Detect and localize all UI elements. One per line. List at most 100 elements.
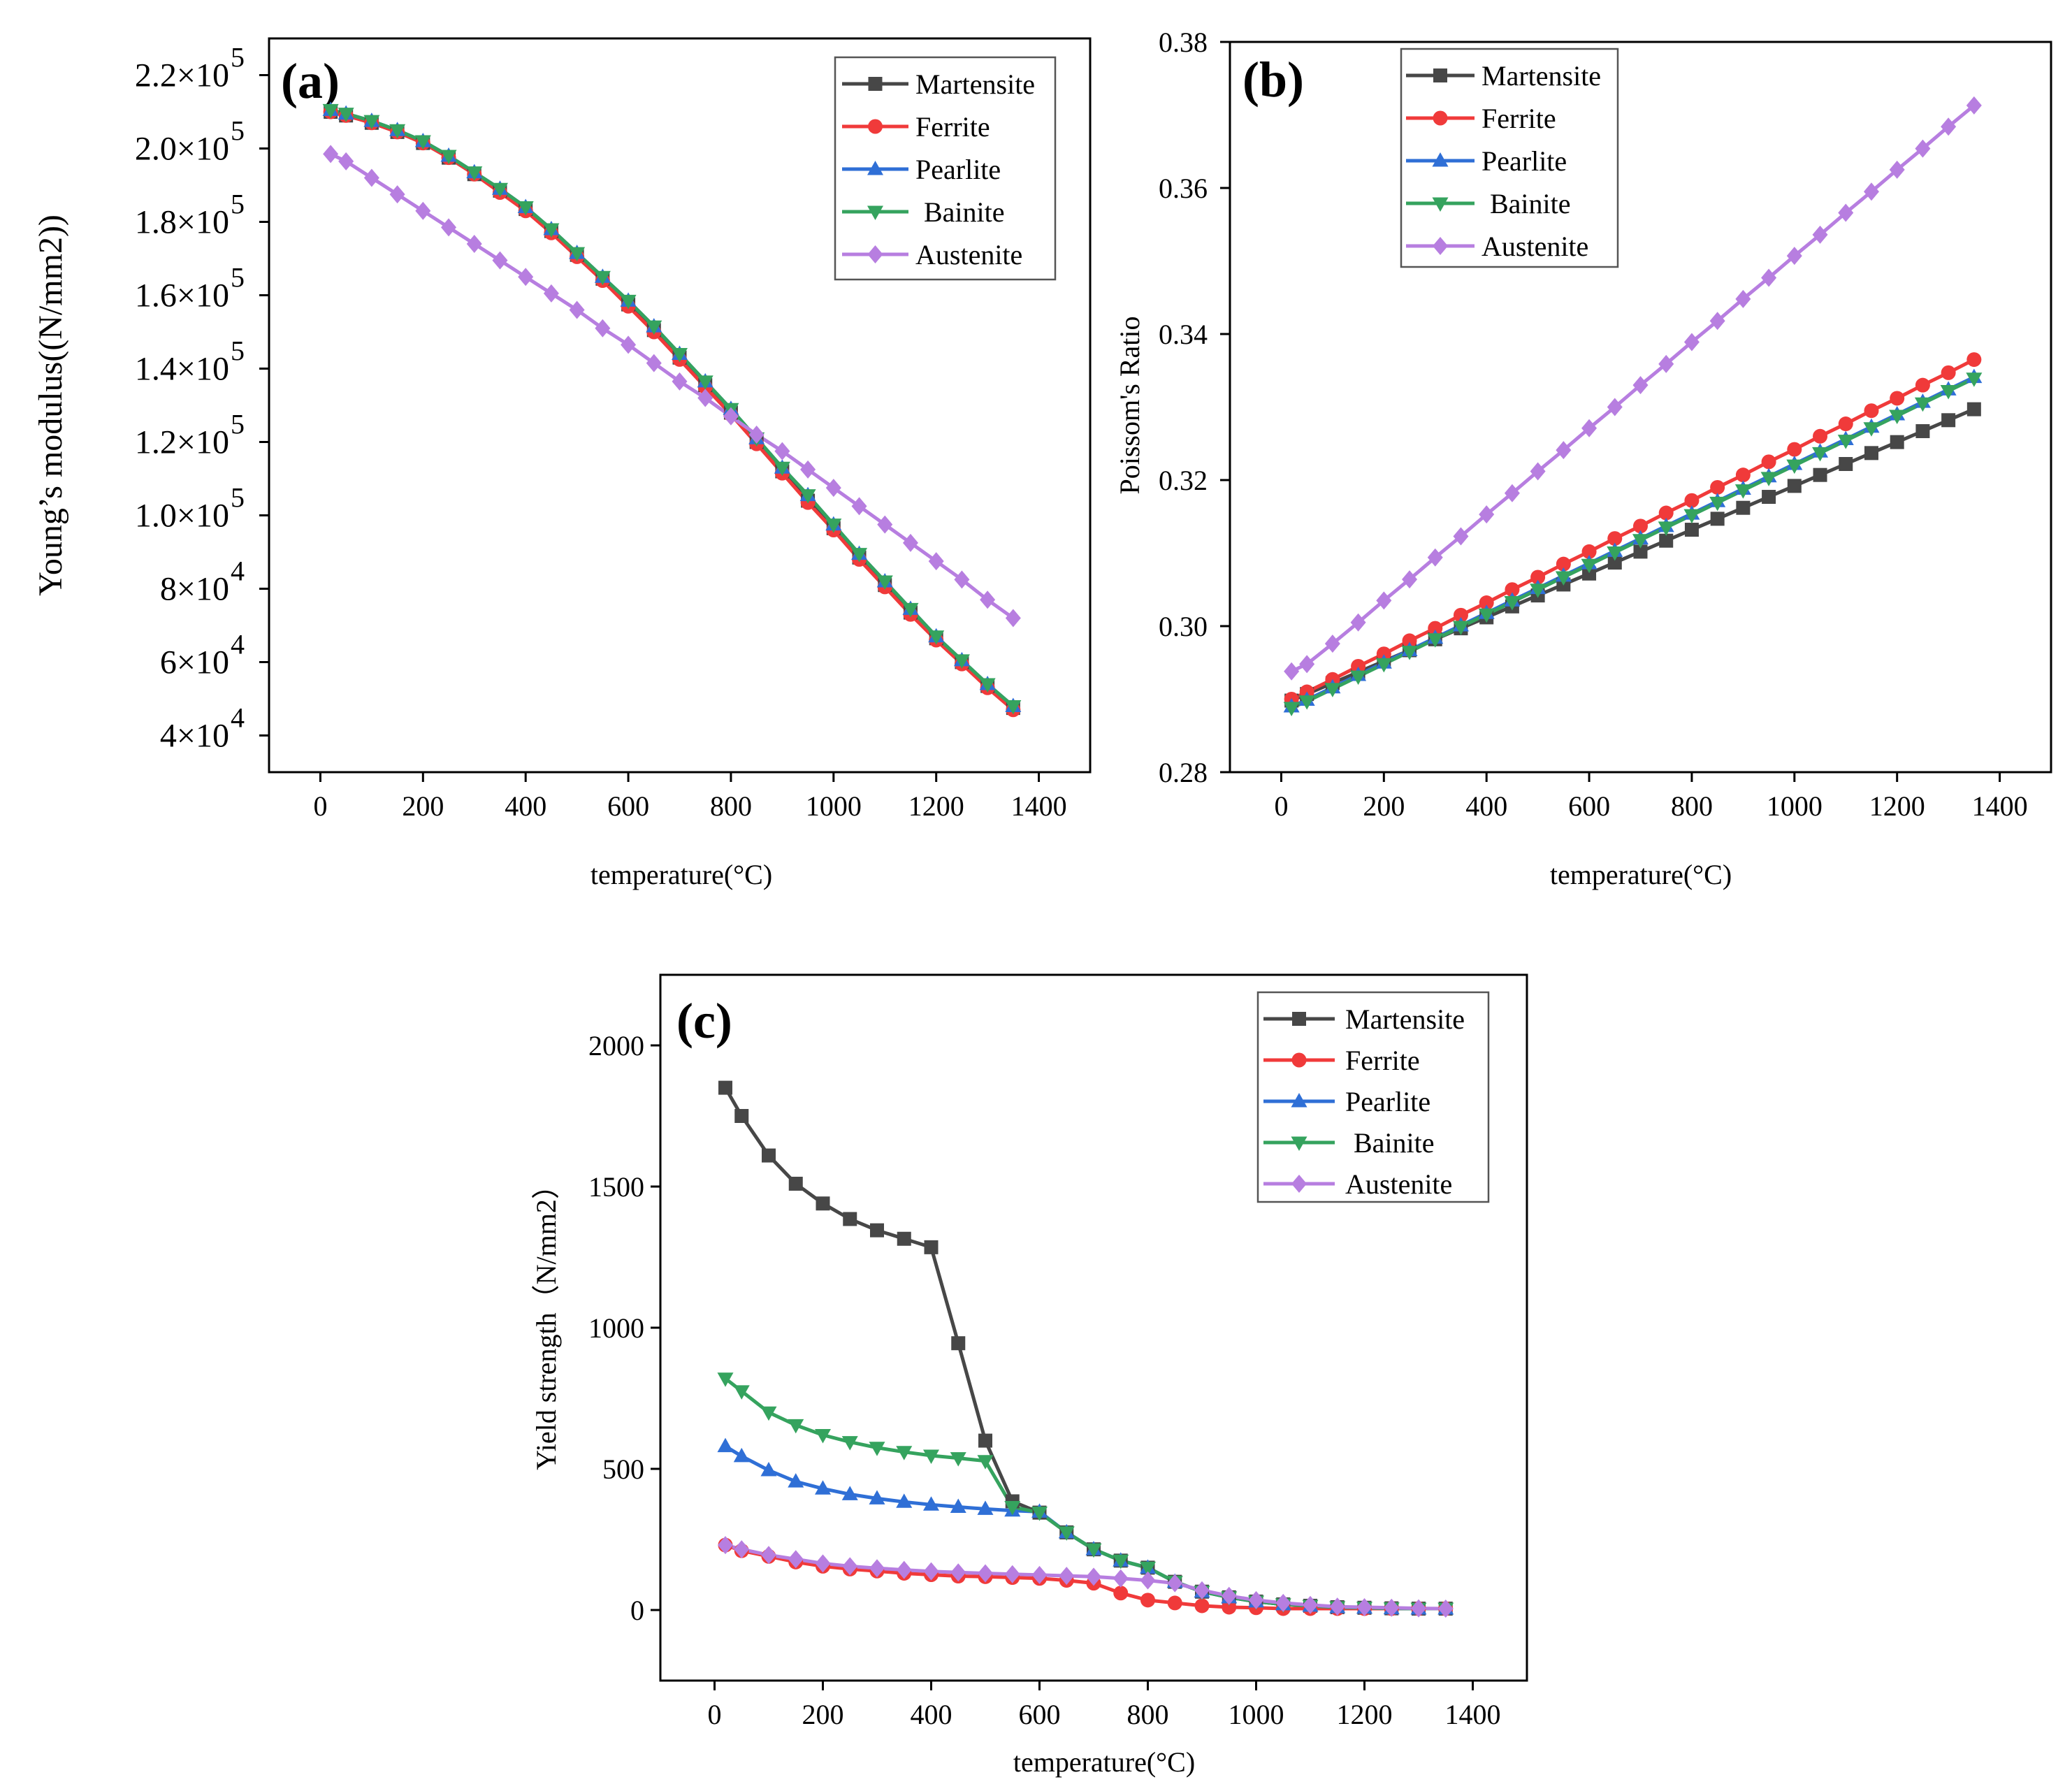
panel-c-point-austenite — [1221, 1586, 1237, 1605]
panel-a-series-line-austenite — [330, 152, 1015, 620]
panel-a-series-line-bainite — [330, 108, 1015, 708]
panel-a-x-tick-label: 800 — [710, 790, 752, 822]
panel-b-point-ferrite — [1838, 416, 1853, 432]
panel-c-point-martensite — [870, 1223, 884, 1238]
panel-b-point-ferrite — [1376, 646, 1391, 662]
panel-c-point-austenite — [1086, 1567, 1101, 1586]
panel-b-point-bainite — [1530, 583, 1546, 598]
panel-a-x-tick-label: 600 — [607, 790, 649, 822]
panel-b-legend-marker-ferrite — [1433, 110, 1448, 126]
panel-a-y-tick-label: 1.0×10 — [135, 498, 229, 535]
panel-c-point-austenite — [1303, 1595, 1318, 1614]
panel-b-point-austenite — [1709, 312, 1725, 331]
panel-c-point-pearlite — [869, 1490, 885, 1504]
panel-b-point-bainite — [1734, 484, 1751, 499]
panel-a-series — [322, 101, 1022, 718]
panel-a-point-austenite — [323, 145, 339, 164]
panel-b-point-ferrite — [1658, 505, 1674, 521]
panel-c-x-tick-label: 800 — [1127, 1699, 1169, 1730]
panel-b-point-bainite — [1401, 646, 1418, 660]
panel-b-point-bainite — [1863, 422, 1880, 437]
panel-c-x-tick-label: 0 — [708, 1699, 722, 1730]
panel-c-point-austenite — [761, 1546, 776, 1565]
panel-c-point-austenite — [896, 1560, 912, 1579]
panel-b-y-axis-title: Poissom's Ratio — [1114, 316, 1145, 494]
panel-a-point-bainite — [620, 294, 637, 310]
panel-b-x-tick-label: 400 — [1465, 790, 1507, 822]
panel-b-point-bainite — [1837, 435, 1854, 449]
panel-b-poissons-ratio: (b) temperature(°C) Poissom's Ratio 0 200… — [1114, 27, 2052, 890]
panel-b-point-martensite — [1582, 566, 1597, 581]
panel-c-point-pearlite — [733, 1447, 750, 1463]
panel-a-y-tick-exponent: 5 — [231, 262, 245, 293]
panel-a-point-austenite — [800, 460, 816, 479]
panel-c-point-austenite — [1356, 1597, 1372, 1616]
panel-a-y-axis-title: Young’s modulus((N/mm2)) — [32, 215, 69, 596]
panel-c-point-bainite — [1113, 1554, 1129, 1569]
panel-a-point-bainite — [646, 320, 662, 335]
panel-b-point-martensite — [1890, 435, 1904, 449]
panel-a-point-bainite — [338, 108, 354, 122]
panel-c-x-tick-label: 1200 — [1337, 1699, 1393, 1730]
panel-b-point-ferrite — [1530, 570, 1546, 585]
panel-a-y-tick-label: 1.6×10 — [135, 277, 229, 314]
panel-b-x-tick-label: 1000 — [1767, 790, 1823, 822]
panel-c-point-pearlite — [760, 1462, 777, 1477]
panel-a-point-austenite — [1005, 609, 1021, 628]
panel-a-legend-marker-ferrite — [868, 119, 883, 134]
panel-b-point-ferrite — [1633, 519, 1648, 534]
panel-c-point-austenite — [869, 1559, 885, 1578]
panel-a-plot-frame — [268, 37, 1092, 774]
panel-c-legend-label-austenite: Austenite — [1345, 1168, 1452, 1200]
panel-a-point-austenite — [543, 284, 559, 303]
panel-a-point-bainite — [979, 678, 996, 693]
panel-b-point-ferrite — [1351, 658, 1366, 674]
panel-c-legend-marker-pearlite — [1291, 1093, 1307, 1108]
panel-b-point-martensite — [1915, 423, 1930, 438]
panel-c-x-ticks: 0 200 400 600 800 1000 1200 1400 — [708, 1681, 1501, 1730]
panel-b-point-ferrite — [1787, 442, 1802, 457]
panel-b-legend-marker-pearlite — [1432, 152, 1449, 167]
panel-c-point-austenite — [1194, 1581, 1210, 1600]
panel-a-y-tick-exponent: 5 — [231, 335, 245, 367]
panel-b-x-tick-label: 200 — [1363, 790, 1405, 822]
panel-a-point-austenite — [877, 515, 893, 534]
panel-b-point-ferrite — [1479, 595, 1494, 611]
panel-c-legend-label-pearlite: Pearlite — [1345, 1086, 1430, 1117]
panel-c-legend-marker-bainite — [1291, 1136, 1307, 1151]
panel-c-point-martensite — [816, 1196, 830, 1211]
panel-c-point-pearlite — [896, 1493, 913, 1508]
panel-b-point-austenite — [1376, 591, 1392, 610]
panel-b-series — [1283, 96, 1983, 717]
panel-a-point-austenite — [697, 389, 713, 407]
panel-c-y-tick-label: 1000 — [588, 1312, 644, 1344]
panel-b-point-bainite — [1350, 670, 1367, 686]
panel-a-point-bainite — [517, 201, 534, 216]
panel-c-x-axis-title: temperature(°C) — [1013, 1746, 1195, 1778]
panel-b-x-tick-label: 1200 — [1869, 790, 1925, 822]
panel-c-legend-label-martensite: Martensite — [1345, 1003, 1465, 1035]
panel-c-point-austenite — [1140, 1571, 1156, 1590]
panel-b-point-bainite — [1375, 658, 1392, 673]
panel-c-point-bainite — [896, 1446, 913, 1460]
panel-c-point-austenite — [842, 1557, 858, 1576]
panel-c-point-bainite — [815, 1429, 831, 1444]
panel-b-point-martensite — [1762, 490, 1776, 505]
panel-b-point-ferrite — [1915, 377, 1930, 393]
panel-c-point-pearlite — [788, 1473, 804, 1488]
panel-b-y-tick-label: 0.38 — [1159, 27, 1208, 58]
panel-b-legend-marker-austenite — [1433, 237, 1448, 255]
panel-b-point-austenite — [1324, 635, 1340, 653]
panel-b-x-tick-label: 1400 — [1972, 790, 2028, 822]
panel-c-point-bainite — [977, 1455, 994, 1470]
panel-b-point-bainite — [1658, 521, 1674, 536]
panel-a-point-bainite — [389, 124, 406, 139]
panel-a-point-bainite — [928, 630, 945, 645]
panel-b-point-austenite — [1915, 139, 1931, 158]
panel-a-y-tick-label: 2.2×10 — [135, 57, 229, 94]
panel-a-point-bainite — [466, 166, 483, 181]
panel-a-x-tick-label: 1000 — [806, 790, 862, 822]
panel-b-point-austenite — [1889, 160, 1905, 179]
panel-c-point-austenite — [1384, 1598, 1400, 1617]
panel-c-point-martensite — [788, 1176, 803, 1191]
